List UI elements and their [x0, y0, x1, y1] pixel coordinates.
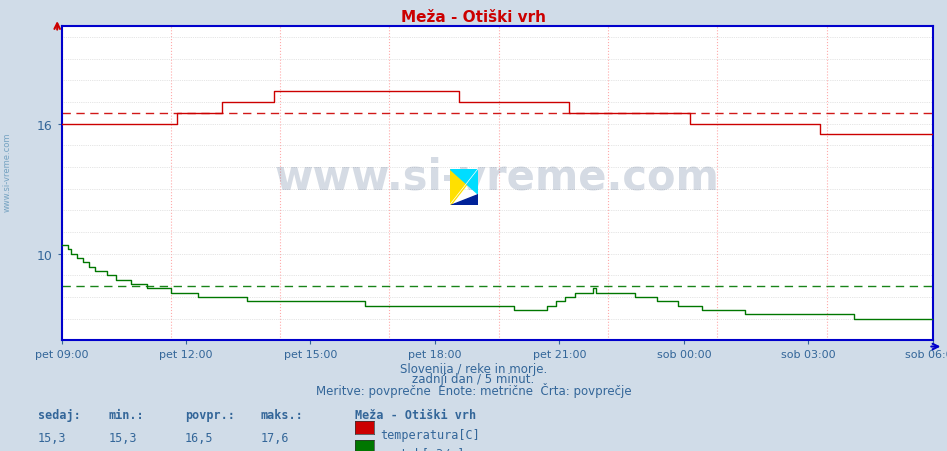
Text: 16,5: 16,5 — [185, 431, 213, 444]
Text: min.:: min.: — [109, 408, 145, 421]
Text: 15,3: 15,3 — [109, 431, 137, 444]
Text: Meritve: povprečne  Enote: metrične  Črta: povprečje: Meritve: povprečne Enote: metrične Črta:… — [315, 382, 632, 397]
Polygon shape — [450, 169, 478, 194]
Text: www.si-vreme.com: www.si-vreme.com — [275, 156, 720, 198]
Text: pretok[m3/s]: pretok[m3/s] — [380, 447, 465, 451]
Text: 15,3: 15,3 — [38, 431, 66, 444]
Text: povpr.:: povpr.: — [185, 408, 235, 421]
Text: 17,6: 17,6 — [260, 431, 289, 444]
Text: Meža - Otiški vrh: Meža - Otiški vrh — [401, 10, 546, 25]
Text: temperatura[C]: temperatura[C] — [380, 428, 479, 442]
Text: www.si-vreme.com: www.si-vreme.com — [3, 132, 12, 211]
Text: Slovenija / reke in morje.: Slovenija / reke in morje. — [400, 362, 547, 375]
Text: sedaj:: sedaj: — [38, 408, 80, 421]
Text: maks.:: maks.: — [260, 408, 303, 421]
Text: zadnji dan / 5 minut.: zadnji dan / 5 minut. — [412, 372, 535, 385]
Polygon shape — [450, 194, 478, 205]
Polygon shape — [450, 169, 478, 205]
Text: Meža - Otiški vrh: Meža - Otiški vrh — [355, 408, 476, 421]
